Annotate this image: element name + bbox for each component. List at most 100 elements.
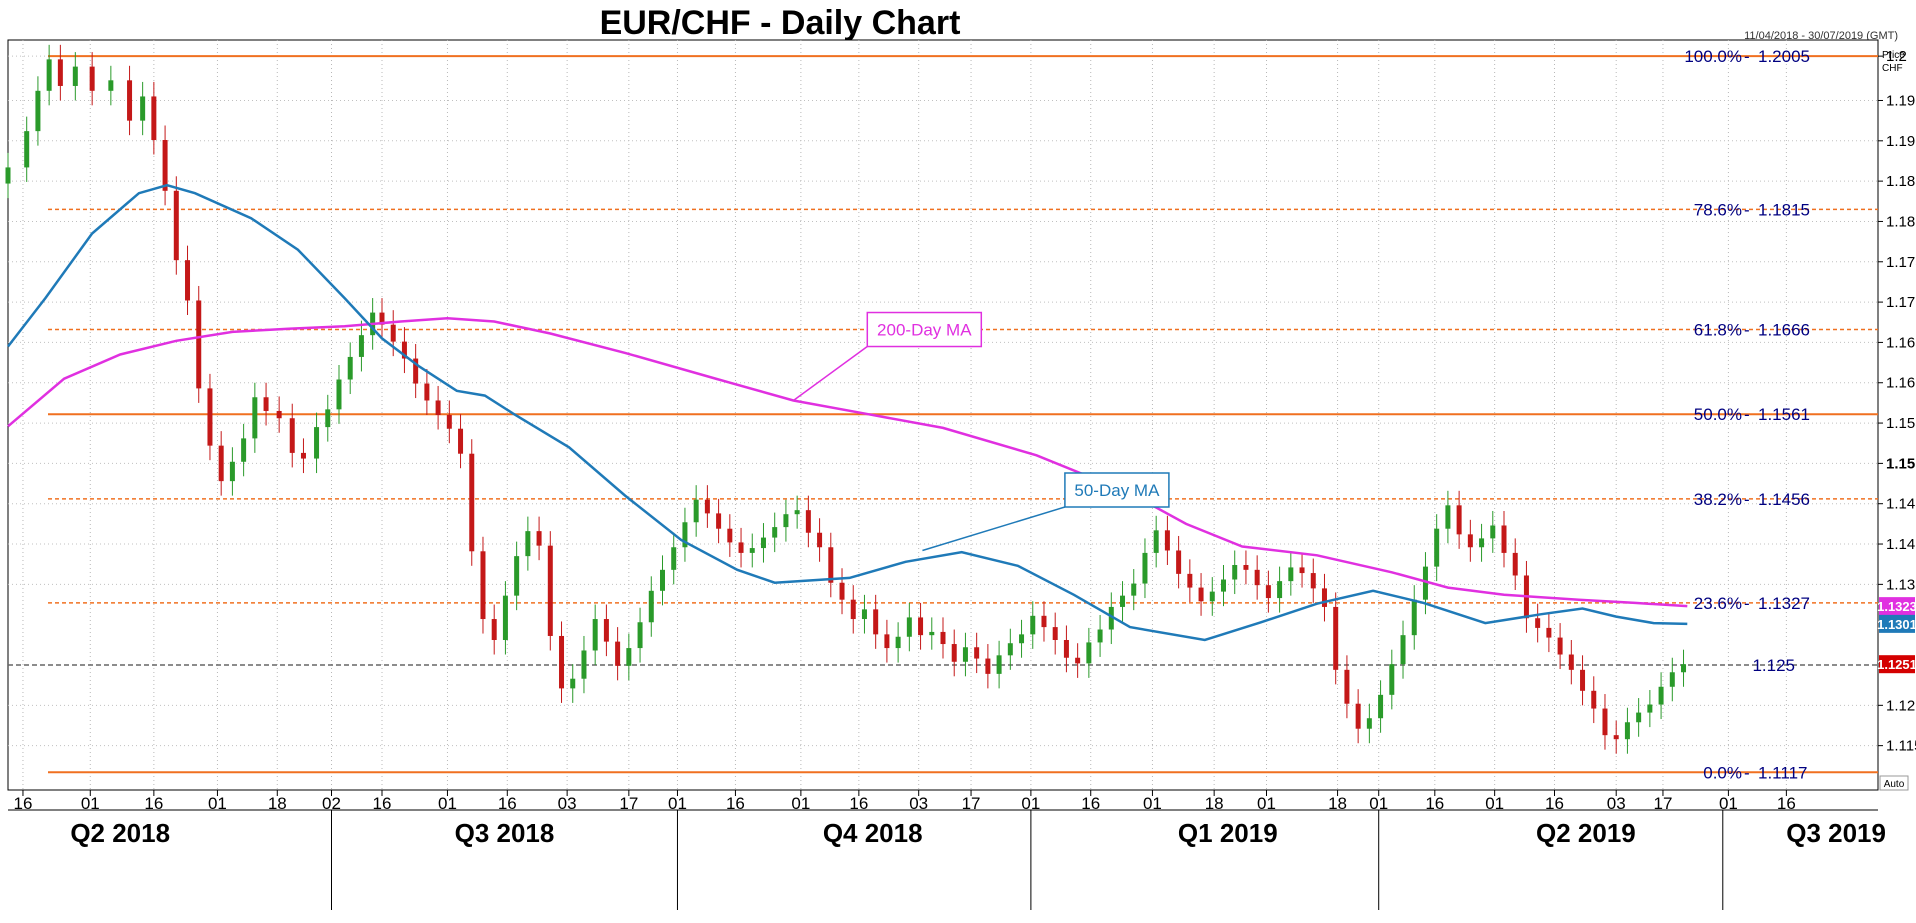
price-tick-label: 1.175 xyxy=(1886,254,1916,271)
day-label: 01 xyxy=(791,794,810,813)
candle-body xyxy=(24,131,30,168)
price-tick-label: 1.135 xyxy=(1886,576,1916,593)
annotation-leader xyxy=(922,506,1066,552)
day-label: 01 xyxy=(438,794,457,813)
candle-body xyxy=(435,400,441,415)
candle-body xyxy=(1007,643,1013,656)
fib-level-percent: 38.2% xyxy=(1694,490,1742,509)
price-tick-label: 1.14 xyxy=(1886,536,1915,553)
candle-body xyxy=(828,547,834,583)
candle-body xyxy=(615,641,621,666)
price-tick-label: 1.195 xyxy=(1886,92,1916,109)
candle-body xyxy=(46,59,52,91)
candle-body xyxy=(390,324,396,342)
price-tick-label: 1.16 xyxy=(1886,375,1915,392)
quarter-label: Q1 2019 xyxy=(1178,818,1278,848)
candle-body xyxy=(1131,583,1137,596)
candle-body xyxy=(581,650,587,679)
candle-body xyxy=(1142,552,1148,584)
candle-body xyxy=(547,545,553,636)
fib-level-separator: - xyxy=(1744,763,1750,782)
candle-body xyxy=(760,537,766,549)
candle-body xyxy=(1546,627,1552,638)
annotation-box xyxy=(1064,472,1170,508)
candle-body xyxy=(1019,634,1025,644)
candle-body xyxy=(660,569,665,591)
candle-body xyxy=(1176,550,1182,574)
candle-body xyxy=(1602,708,1608,736)
quarter-label: Q3 2019 xyxy=(1786,818,1886,848)
day-label: 17 xyxy=(962,794,981,813)
fib-level-value: 1.1456 xyxy=(1758,490,1810,509)
candle-body xyxy=(1557,637,1563,655)
price-tick-label: 1.19 xyxy=(1886,133,1915,150)
candle-body xyxy=(1647,704,1653,713)
price-tick-label: 1.145 xyxy=(1886,496,1916,513)
candle-body xyxy=(413,358,419,384)
day-label: 01 xyxy=(668,794,687,813)
candle-body xyxy=(1209,591,1215,602)
fib-level-separator: - xyxy=(1744,321,1750,340)
candle-body xyxy=(379,312,385,325)
price-tick-label: 1.165 xyxy=(1886,334,1916,351)
candle-body xyxy=(772,527,778,538)
candle-body xyxy=(173,190,179,261)
day-label: 01 xyxy=(1485,794,1504,813)
candle-body xyxy=(648,590,654,623)
candle-body xyxy=(1422,566,1428,600)
candle-body xyxy=(1030,615,1036,635)
candle-body xyxy=(693,499,699,523)
candle-body xyxy=(603,619,609,642)
candle-body xyxy=(1490,525,1496,539)
day-label: 01 xyxy=(1719,794,1738,813)
candle-body xyxy=(1052,627,1058,640)
candle-body xyxy=(1254,569,1260,586)
annotation-box xyxy=(866,311,983,348)
price-badge xyxy=(1879,597,1915,616)
date-range: 11/04/2018 - 30/07/2019 (GMT) xyxy=(1744,30,1898,42)
candle-body xyxy=(671,547,677,570)
price-badge-label: 1.1323 xyxy=(1877,599,1916,614)
candle-body xyxy=(151,96,157,140)
candle-body xyxy=(1669,672,1675,687)
fibonacci-levels: 100.0% 1.2005-78.6% 1.1815-61.8% 1.1666-50.… xyxy=(8,47,1878,782)
day-label: 16 xyxy=(498,794,517,813)
candle-body xyxy=(1681,664,1687,673)
day-label: 16 xyxy=(144,794,163,813)
candle-body xyxy=(424,383,430,401)
day-label: 03 xyxy=(909,794,928,813)
day-label: 16 xyxy=(1081,794,1100,813)
candle-body xyxy=(1344,669,1350,704)
day-label: 17 xyxy=(619,794,638,813)
candle-body xyxy=(637,622,643,649)
candle-body xyxy=(229,461,235,482)
price-badge-label: 1.1301 xyxy=(1877,617,1916,632)
candle-body xyxy=(1580,669,1586,691)
candle-body xyxy=(1501,525,1507,553)
candle-body xyxy=(1445,505,1451,529)
annotation-text: 50-Day MA xyxy=(1074,481,1160,500)
candle-body xyxy=(1535,618,1541,628)
day-label: 17 xyxy=(1653,794,1672,813)
day-label: 16 xyxy=(1425,794,1444,813)
price-tick-label: 1.115 xyxy=(1886,738,1916,755)
fib-level-percent: 23.6% xyxy=(1694,594,1742,613)
candle-body xyxy=(1636,712,1642,723)
candle-body xyxy=(1400,635,1406,665)
moving-averages xyxy=(7,183,1688,642)
fib-level-percent: 61.8% xyxy=(1694,321,1742,340)
candle-body xyxy=(1512,552,1518,576)
candle-body xyxy=(1232,565,1238,580)
candle-body xyxy=(289,418,295,453)
price-badge xyxy=(1879,614,1915,633)
candle-body xyxy=(127,80,133,121)
candle-body xyxy=(1075,657,1081,664)
candle-body xyxy=(1310,573,1316,589)
candle-body xyxy=(1591,690,1597,709)
price-tick-label: 1.12 xyxy=(1886,697,1915,714)
candle-body xyxy=(1333,606,1339,670)
candle-body xyxy=(839,582,845,600)
fib-level-percent: 0.0% xyxy=(1703,763,1742,782)
annotation-text: 200-Day MA xyxy=(877,321,972,340)
day-label: 16 xyxy=(1545,794,1564,813)
